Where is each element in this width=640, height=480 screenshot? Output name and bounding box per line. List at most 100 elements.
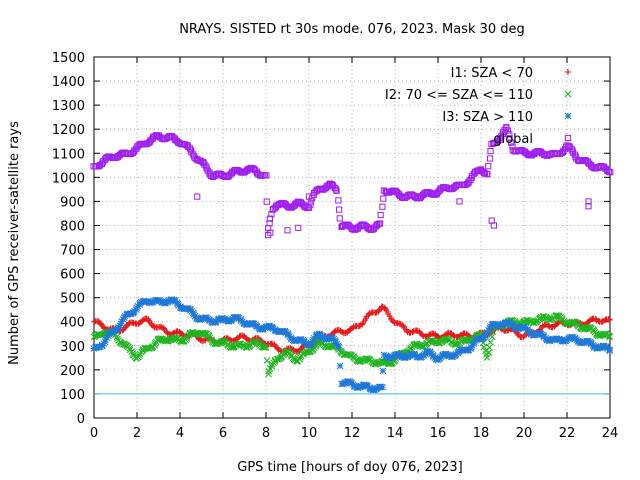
data-point-global bbox=[486, 155, 494, 162]
data-point-i2 bbox=[452, 341, 460, 348]
series-1 bbox=[91, 303, 613, 355]
data-point-i3 bbox=[527, 330, 535, 338]
data-point-i3 bbox=[150, 297, 158, 305]
x-tick-label: 4 bbox=[176, 426, 184, 441]
y-tick-label: 700 bbox=[60, 244, 85, 259]
x-tick-label: 20 bbox=[516, 426, 533, 441]
data-point-i3 bbox=[309, 338, 316, 346]
y-tick-label: 200 bbox=[60, 364, 85, 379]
legend-marker bbox=[564, 90, 572, 98]
data-point-i1 bbox=[366, 310, 373, 317]
data-point-i3 bbox=[222, 317, 230, 324]
series-2 bbox=[90, 312, 613, 378]
x-tick-label: 12 bbox=[344, 426, 361, 441]
y-tick-label: 600 bbox=[60, 268, 85, 283]
data-point-i3 bbox=[537, 330, 545, 338]
data-point-i2 bbox=[260, 344, 268, 351]
data-point-i3 bbox=[395, 351, 403, 359]
outlier-point-global bbox=[284, 227, 291, 234]
data-point-i3 bbox=[289, 336, 297, 344]
y-tick-label: 1500 bbox=[52, 51, 85, 66]
y-tick-label: 800 bbox=[60, 219, 85, 234]
data-point-global bbox=[571, 151, 578, 158]
data-point-i2 bbox=[135, 352, 143, 359]
data-point-global bbox=[307, 201, 314, 208]
data-point-i3 bbox=[389, 353, 396, 360]
outlier-point-global bbox=[585, 203, 592, 210]
data-point-global bbox=[190, 151, 197, 158]
data-point-i3 bbox=[212, 317, 220, 325]
data-point-global bbox=[332, 186, 340, 193]
data-point-i3 bbox=[335, 343, 343, 351]
data-point-i3 bbox=[341, 379, 349, 386]
data-point-global bbox=[605, 168, 613, 175]
data-point-global bbox=[509, 143, 516, 150]
y-tick-label: 900 bbox=[60, 195, 85, 210]
data-point-i3 bbox=[144, 298, 152, 306]
data-point-global bbox=[377, 211, 384, 219]
data-point-global bbox=[263, 198, 270, 205]
data-point-global bbox=[380, 195, 387, 202]
data-point-global bbox=[379, 203, 386, 210]
data-point-i2 bbox=[126, 344, 134, 352]
data-point-i3 bbox=[351, 383, 359, 391]
data-point-i1 bbox=[605, 316, 612, 323]
data-point-global bbox=[336, 215, 343, 222]
y-tick-label: 500 bbox=[60, 292, 85, 307]
plot-border bbox=[93, 56, 611, 419]
data-point-global bbox=[237, 168, 244, 175]
x-tick-label: 16 bbox=[430, 426, 447, 441]
data-point-i3 bbox=[90, 345, 98, 352]
data-point-i1 bbox=[125, 320, 132, 327]
y-tick-label: 0 bbox=[77, 412, 85, 427]
data-point-i3 bbox=[499, 320, 507, 328]
y-tick-label: 100 bbox=[60, 388, 85, 403]
data-point-i2 bbox=[483, 354, 491, 361]
data-point-global bbox=[333, 187, 340, 194]
data-point-i1 bbox=[98, 321, 105, 328]
data-point-i3 bbox=[294, 336, 302, 344]
data-point-i3 bbox=[411, 351, 419, 359]
data-point-i1 bbox=[606, 316, 613, 323]
data-point-global bbox=[266, 215, 274, 222]
data-point-global bbox=[504, 127, 512, 134]
data-point-i1 bbox=[337, 328, 344, 335]
data-point-i3 bbox=[260, 325, 267, 333]
data-point-global bbox=[506, 131, 513, 138]
y-tick-label: 1200 bbox=[52, 123, 85, 138]
data-point-global bbox=[524, 150, 531, 158]
data-point-i2 bbox=[606, 333, 613, 341]
data-point-global bbox=[309, 194, 316, 202]
data-point-i2 bbox=[480, 343, 488, 351]
data-point-global bbox=[382, 188, 389, 195]
data-point-i3 bbox=[250, 320, 258, 328]
data-point-global bbox=[503, 123, 510, 131]
data-point-i3 bbox=[273, 327, 280, 335]
data-point-i2 bbox=[268, 362, 276, 370]
data-point-i2 bbox=[442, 335, 450, 343]
series-3 bbox=[90, 296, 614, 394]
y-axis-label: Number of GPS receiver-satellite rays bbox=[7, 121, 22, 365]
data-point-i1 bbox=[409, 329, 416, 336]
data-point-i1 bbox=[271, 342, 278, 349]
data-point-i3 bbox=[379, 367, 387, 375]
y-tick-label: 400 bbox=[60, 316, 85, 331]
data-point-i3 bbox=[193, 315, 201, 322]
data-point-i3 bbox=[320, 335, 328, 342]
data-point-i3 bbox=[591, 344, 598, 351]
data-point-i3 bbox=[439, 351, 447, 359]
data-point-global bbox=[336, 206, 343, 213]
data-point-i1 bbox=[358, 321, 365, 328]
plot-area bbox=[90, 123, 614, 395]
data-point-i3 bbox=[455, 347, 463, 355]
data-point-i3 bbox=[206, 317, 214, 325]
data-point-i3 bbox=[575, 338, 582, 346]
data-point-i3 bbox=[379, 383, 386, 391]
data-point-i1 bbox=[122, 324, 129, 331]
data-point-i3 bbox=[485, 326, 492, 334]
y-tick-label: 1300 bbox=[52, 99, 85, 114]
data-point-i1 bbox=[419, 332, 426, 339]
data-point-i1 bbox=[375, 307, 382, 314]
data-point-i3 bbox=[155, 297, 163, 305]
